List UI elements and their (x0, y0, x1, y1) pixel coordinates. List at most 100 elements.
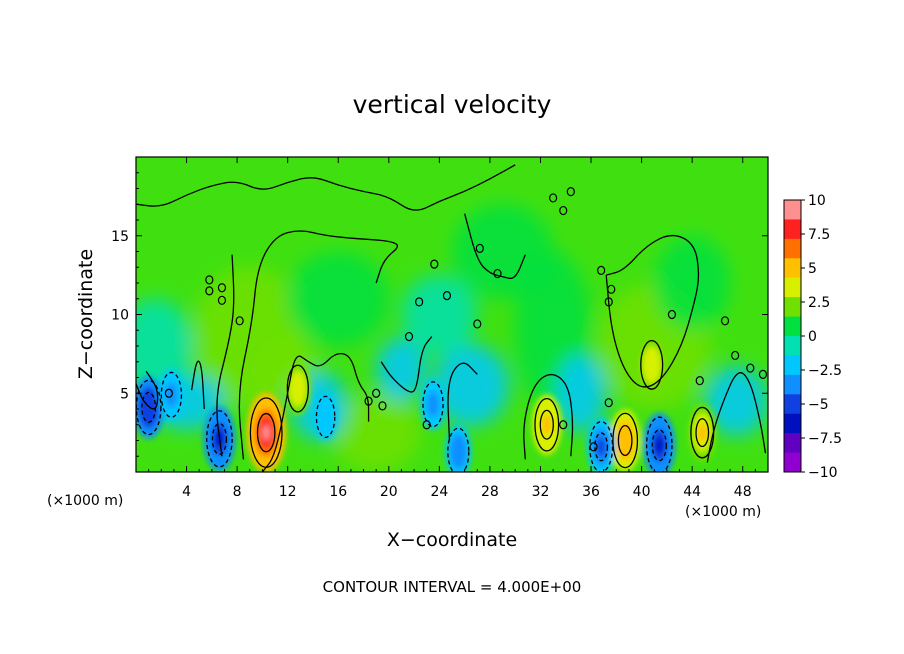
x-tick-label: 44 (683, 484, 701, 500)
contour-interval-note: CONTOUR INTERVAL = 4.000E+00 (323, 578, 582, 596)
zero-contour-line (216, 254, 235, 457)
y-axis-ticks: 5 10 15 (111, 172, 768, 457)
contour-line (534, 397, 560, 452)
field-blob (654, 235, 731, 331)
contour-loop (475, 243, 484, 253)
chart-title: vertical velocity (353, 90, 552, 119)
contour-loop (404, 331, 414, 342)
contour-loop (378, 401, 387, 411)
velocity-core (596, 437, 606, 457)
colorbar-swatch (784, 200, 801, 220)
zero-contour-line (447, 362, 478, 441)
zero-contour-line (136, 370, 159, 410)
velocity-core (165, 381, 178, 408)
zero-contour-line (136, 164, 516, 211)
x-tick-label: 32 (532, 484, 550, 500)
contour-line (286, 364, 309, 413)
contour-loop (235, 316, 244, 326)
field-blob (401, 275, 478, 354)
y-tick-label: 10 (111, 308, 129, 324)
field-blob (452, 204, 554, 299)
field-blob (331, 393, 421, 472)
field-blob (376, 338, 427, 402)
x-tick-label: 24 (430, 484, 448, 500)
contour-line (211, 422, 228, 455)
contour-line (256, 412, 276, 453)
contour-loop (364, 396, 373, 406)
colorbar-label: 5 (808, 261, 817, 277)
colorbar-label: 0 (808, 329, 817, 345)
y-tick-label: 5 (120, 386, 129, 402)
contour-line (160, 371, 183, 418)
contour-loop (695, 376, 704, 386)
contour-line (539, 409, 554, 440)
field-blob (704, 366, 768, 436)
velocity-core (697, 422, 708, 443)
x-unit-label-left: (×1000 m) (47, 493, 123, 509)
contour-line (594, 432, 609, 462)
contour-loop (566, 187, 575, 197)
x-tick-label: 28 (481, 484, 499, 500)
velocity-core (426, 391, 440, 418)
field-blob (136, 298, 193, 394)
contour-loop (473, 319, 482, 329)
contour-line (447, 427, 470, 472)
contour-line (695, 418, 710, 448)
contour-loop (597, 265, 606, 275)
zero-contour-line (261, 352, 370, 472)
colorbar-swatch (784, 336, 801, 356)
contour-line (612, 412, 639, 469)
zero-contour-line (706, 372, 767, 463)
colorbar-swatch (784, 394, 801, 415)
contour-loop (720, 316, 730, 326)
x-tick-label: 4 (182, 484, 191, 500)
x-axis-label: X−coordinate (387, 529, 517, 551)
contour-loop (442, 291, 452, 301)
colorbar-swatch (784, 433, 801, 454)
velocity-core (319, 405, 332, 429)
zero-contour-line (190, 360, 205, 410)
field-blob (433, 344, 509, 427)
x-tick-label: 36 (582, 484, 600, 500)
y-tick-label: 15 (111, 229, 129, 245)
x-tick-label: 40 (633, 484, 651, 500)
colorbar-label: −7.5 (808, 431, 842, 447)
colorbar-label: −10 (808, 465, 838, 481)
velocity-core (620, 430, 631, 451)
contour-loop (559, 205, 568, 216)
velocity-core (262, 424, 271, 441)
x-tick-label: 20 (380, 484, 398, 500)
colorbar-swatch (784, 452, 801, 473)
contour-loop (604, 398, 613, 408)
contour-loop (589, 442, 598, 452)
colorbar-label: −5 (808, 397, 829, 413)
x-tick-label: 8 (233, 484, 242, 500)
contour-loop (415, 297, 424, 307)
zero-contour-line (238, 230, 398, 460)
contour-loop (604, 297, 613, 307)
contour-line (651, 429, 667, 462)
contour-loop (372, 388, 381, 398)
field-blob (555, 353, 607, 433)
plot-area (136, 157, 768, 472)
colorbar-swatch (784, 374, 801, 395)
contour-loop (549, 193, 558, 203)
contour-loop (217, 283, 227, 293)
colorbar-swatch (784, 219, 801, 240)
velocity-core (647, 355, 657, 375)
colorbar-swatch (784, 258, 801, 279)
velocity-core (293, 379, 303, 398)
x-tick-label: 16 (329, 484, 347, 500)
velocity-core (143, 397, 154, 418)
x-unit-label-right: (×1000 m) (685, 504, 761, 520)
contour-loop (607, 284, 616, 294)
contour-line (206, 410, 233, 468)
colorbar-swatch (784, 413, 801, 434)
contour-loop (746, 363, 755, 373)
contour-loop (731, 350, 740, 361)
zero-contour-line (380, 336, 433, 393)
zero-contour-line (464, 213, 526, 280)
colorbar: 10 7.5 5 2.5 0 −2.5 −5 −7.5 −10 (783, 193, 842, 481)
contour-loop (667, 309, 677, 320)
